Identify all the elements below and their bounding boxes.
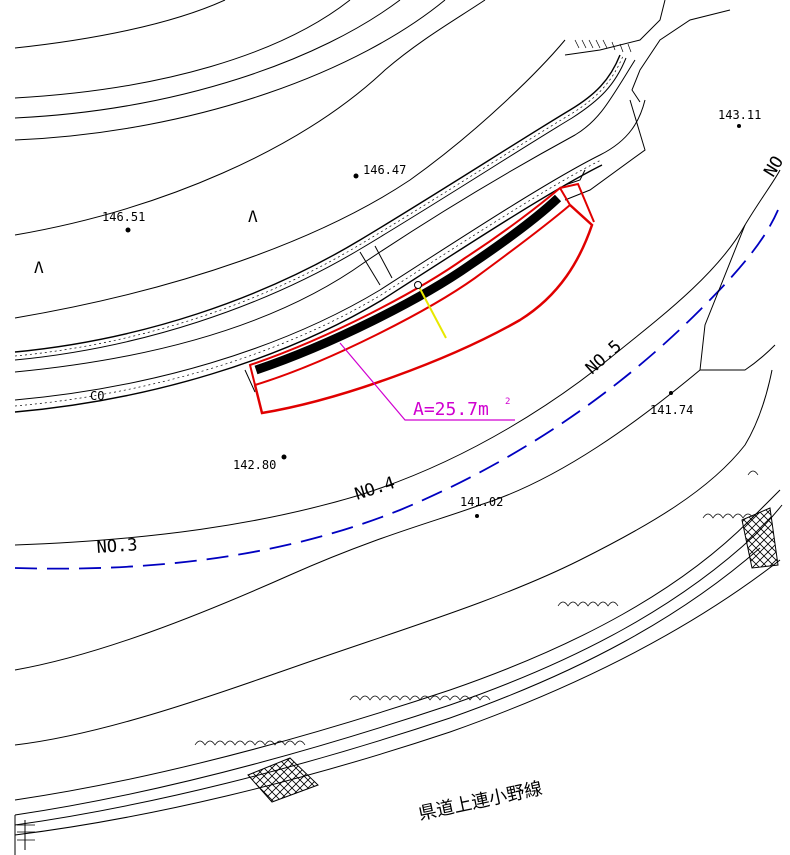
grass-symbol-1: Λ <box>248 207 258 226</box>
area-label: A=25.7m <box>413 399 489 420</box>
station-no6: NO <box>760 153 788 181</box>
culvert-label: CO <box>90 389 104 403</box>
road-centerline <box>14 209 779 570</box>
station-no3: NO.3 <box>96 535 138 558</box>
station-no5: NO.5 <box>582 336 626 378</box>
area-annotation: A=25.7m 2 <box>339 342 515 421</box>
area-unit-sup: 2 <box>505 397 510 407</box>
elevation-146-51: 146.51 <box>102 210 145 224</box>
elevation-141-02: 141.02 <box>460 495 503 509</box>
grass-symbol-2: Λ <box>34 258 44 277</box>
contour-lines-middle <box>14 169 781 746</box>
station-no4: NO.4 <box>352 473 397 505</box>
retaining-wall <box>14 0 731 413</box>
elevation-141-74: 141.74 <box>650 403 693 417</box>
elevation-142-80: 142.80 <box>233 458 276 472</box>
road-name: 県道上連小野線 <box>417 778 545 825</box>
crosshatch-area-1 <box>247 757 319 803</box>
spot-elevations: 146.47 146.51 143.11 142.80 141.74 141.0… <box>102 108 761 518</box>
contour-lines-upper <box>14 0 566 319</box>
shrub-symbols <box>194 470 759 746</box>
elevation-146-47: 146.47 <box>363 163 406 177</box>
section-line <box>417 284 447 339</box>
elevation-143-11: 143.11 <box>718 108 761 122</box>
area-polygon <box>248 182 595 415</box>
crosshatch-area-2 <box>741 507 779 569</box>
